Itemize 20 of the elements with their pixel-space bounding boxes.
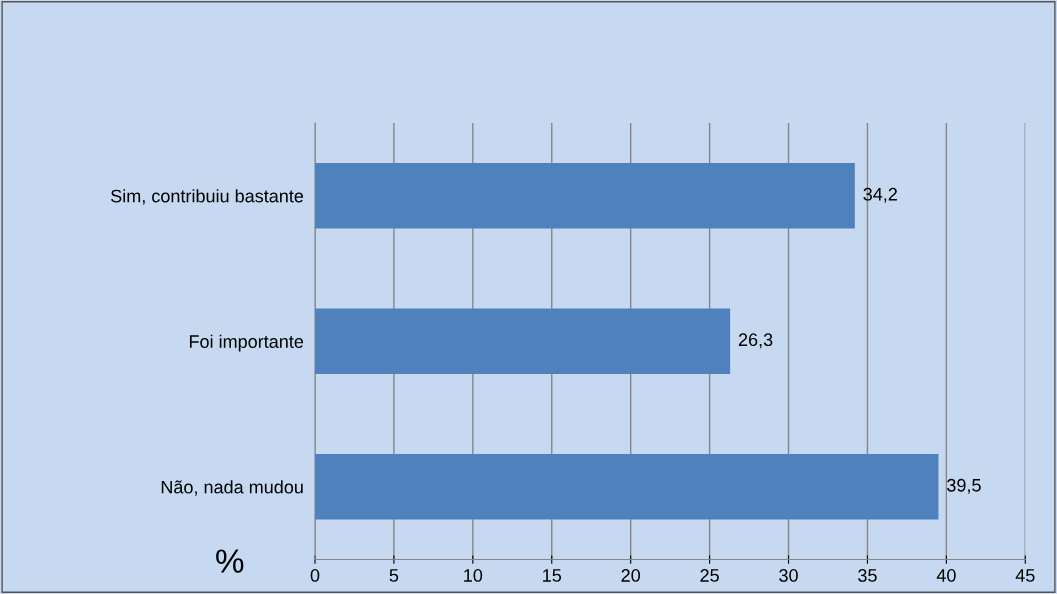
y-tick-label: Foi importante <box>189 334 304 352</box>
y-tick-label: Não, nada mudou <box>161 480 303 496</box>
x-tick-label: 15 <box>543 569 562 582</box>
x-axis-title: % <box>216 549 244 573</box>
x-tick-label: 5 <box>389 569 399 582</box>
data-label: 34,2 <box>863 187 897 203</box>
x-tick-label: 0 <box>310 569 320 582</box>
x-tick-label: 10 <box>464 569 483 582</box>
data-label: 26,3 <box>738 333 773 349</box>
x-tick-label: 20 <box>621 569 641 582</box>
bar <box>314 308 731 374</box>
data-label: 39,5 <box>947 478 981 494</box>
x-tick-label: 40 <box>936 569 956 582</box>
y-tick-label: Sim, contribuiu bastante <box>111 189 304 205</box>
x-tick-label: 35 <box>858 569 877 582</box>
x-tick-label: 30 <box>779 569 798 582</box>
x-tick-label: 45 <box>1015 569 1035 582</box>
bar <box>314 162 855 229</box>
x-tick-label: 25 <box>700 569 719 582</box>
bar <box>314 454 939 520</box>
